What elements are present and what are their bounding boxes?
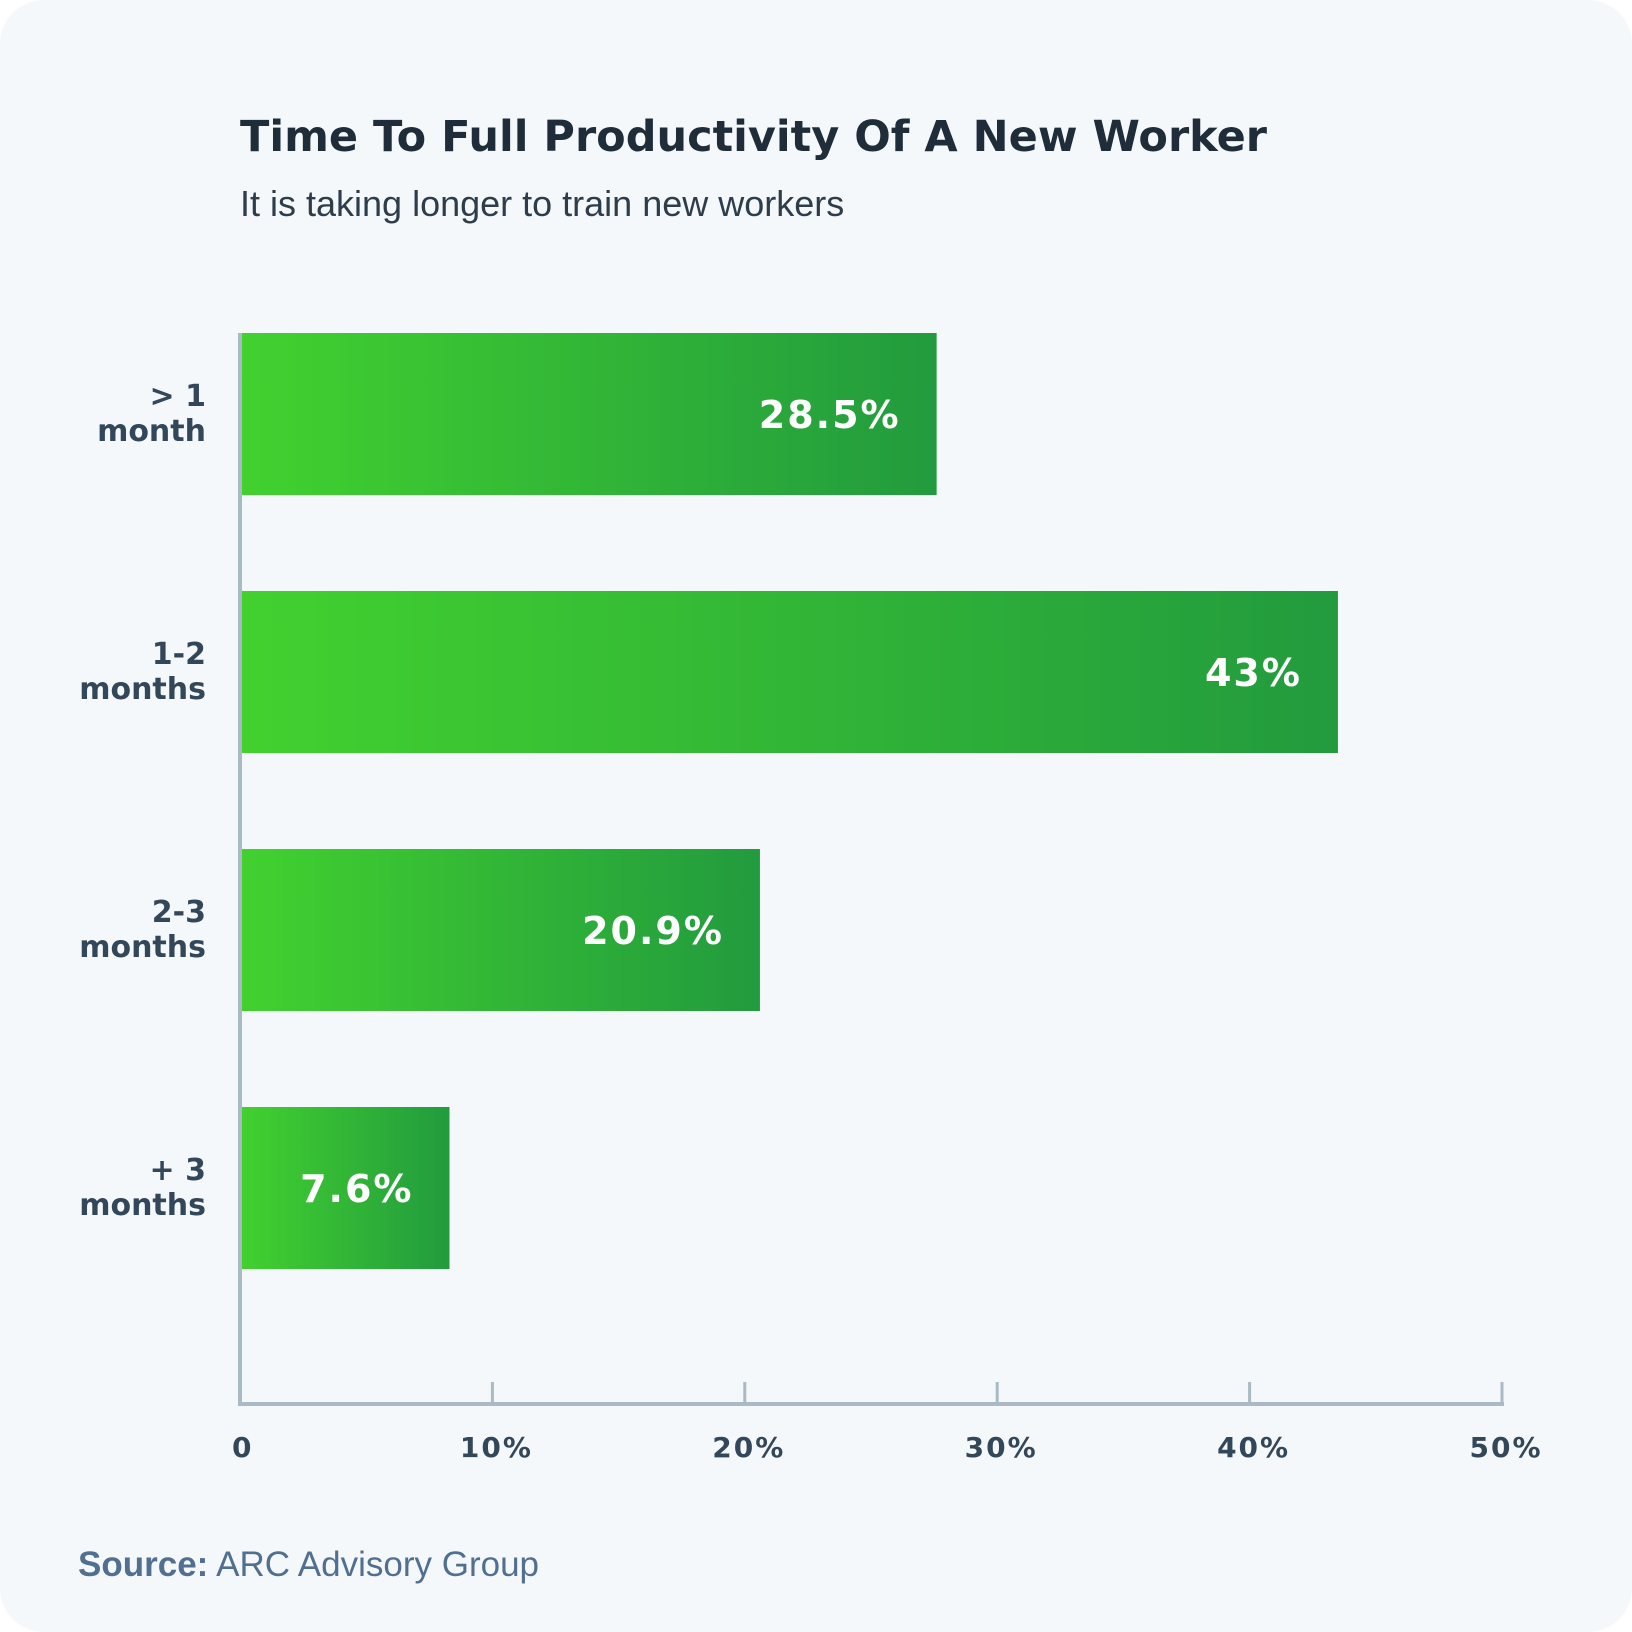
category-label: months <box>79 1188 206 1223</box>
bar-value-label: 43% <box>1205 651 1302 695</box>
bar <box>240 1107 450 1269</box>
category-label: months <box>79 930 206 965</box>
x-tick-label: 20% <box>712 1431 785 1464</box>
chart-subtitle: It is taking longer to train new workers <box>240 183 845 224</box>
source-prefix: Source: <box>78 1545 209 1584</box>
x-tick-label: 40% <box>1217 1431 1290 1464</box>
bars-layer <box>240 333 1338 1269</box>
axis-layer <box>238 333 1504 1406</box>
bar <box>240 591 1338 753</box>
category-label: months <box>79 672 206 707</box>
x-tick-label: 50% <box>1469 1431 1542 1464</box>
chart-title: Time To Full Productivity Of A New Worke… <box>240 112 1267 162</box>
category-label: month <box>97 414 206 449</box>
labels-layer: 28.5%> 1month43%1-2months20.9%2-3months7… <box>79 379 1542 1464</box>
x-tick-label: 10% <box>460 1431 533 1464</box>
bar <box>240 333 937 495</box>
source-text: ARC Advisory Group <box>216 1545 540 1584</box>
source-note: Source: ARC Advisory Group <box>78 1545 539 1585</box>
x-tick-label: 0 <box>232 1431 253 1464</box>
category-label: 1-2 <box>152 637 206 672</box>
bar-value-label: 7.6% <box>300 1167 413 1211</box>
category-label: 2-3 <box>152 895 206 930</box>
category-label: > 1 <box>150 379 206 414</box>
bar-value-label: 20.9% <box>582 909 724 953</box>
bar <box>240 849 760 1011</box>
x-tick-label: 30% <box>965 1431 1038 1464</box>
bar-value-label: 28.5% <box>759 393 901 437</box>
category-label: + 3 <box>150 1153 206 1188</box>
